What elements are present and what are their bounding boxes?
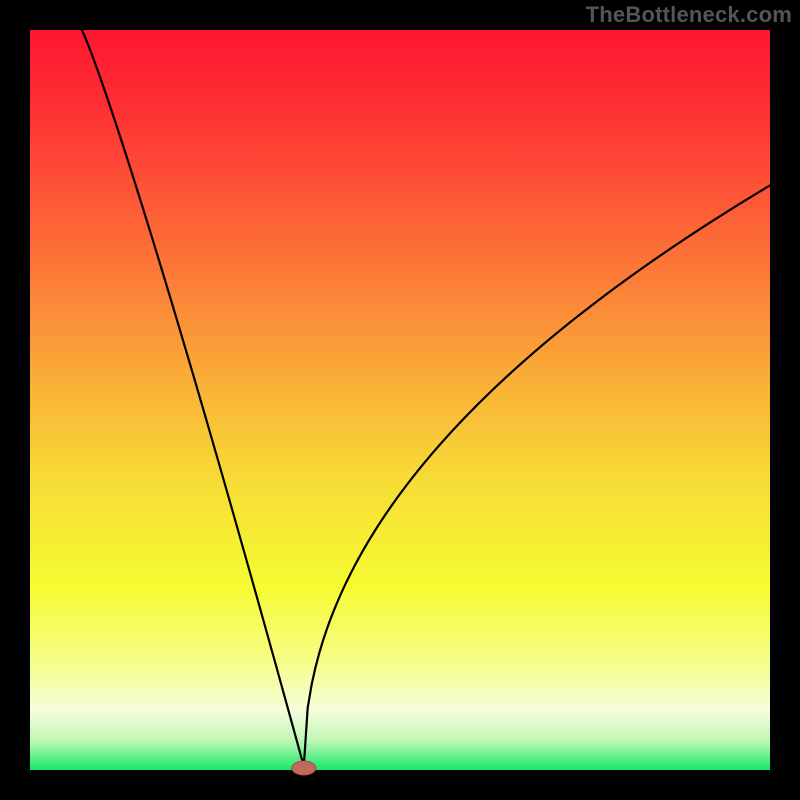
plot-background [30,30,770,770]
watermark-label: TheBottleneck.com [586,2,792,28]
chart-container: TheBottleneck.com [0,0,800,800]
bottleneck-chart [0,0,800,800]
optimal-point-marker [292,761,316,775]
